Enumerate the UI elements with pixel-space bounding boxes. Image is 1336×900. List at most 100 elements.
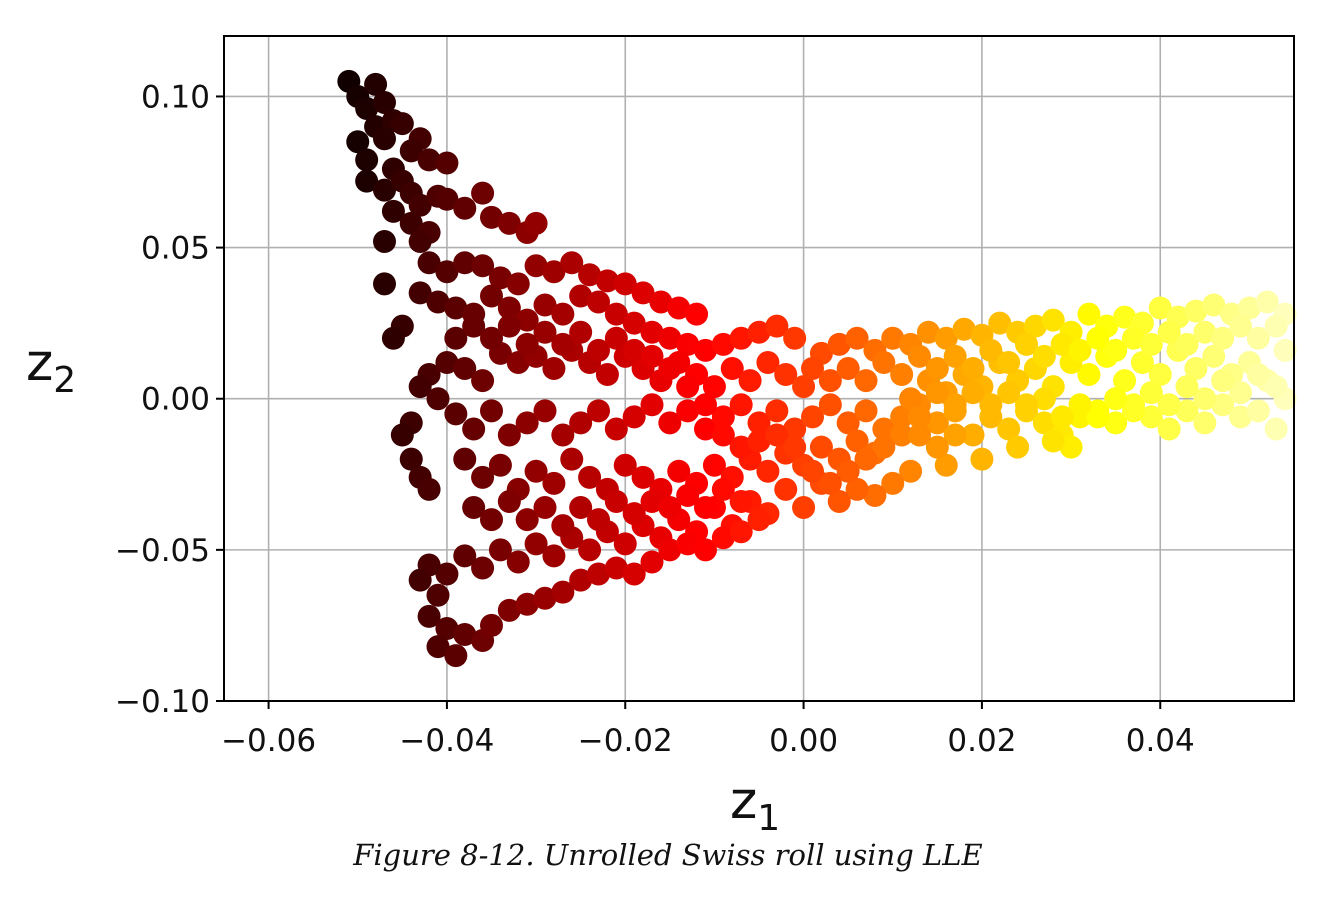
data-point [533,586,557,610]
data-point [613,272,637,296]
data-point [1229,314,1252,338]
data-point [702,453,726,477]
data-point [818,393,842,417]
data-point [435,616,459,640]
data-point [943,423,967,447]
data-point [587,399,610,423]
data-point [1229,405,1252,429]
data-point [1175,399,1199,423]
data-point [818,369,842,393]
data-point [426,387,450,411]
data-point [676,332,700,356]
data-point [836,357,860,380]
data-point [818,471,842,495]
data-point [809,435,833,459]
data-point [1113,369,1137,393]
data-point [676,532,700,556]
data-point [988,311,1012,335]
data-point [1041,308,1065,332]
data-point [497,296,521,320]
data-point [604,556,628,580]
data-point [667,459,691,483]
data-point [453,623,477,646]
data-point [560,447,584,471]
data-point [471,254,495,278]
data-point [595,269,619,293]
data-point [1041,429,1065,453]
data-point [587,338,610,362]
data-point [488,453,512,477]
data-point [961,423,985,447]
data-point [1086,405,1110,429]
data-point [408,568,432,592]
data-point [676,483,700,507]
data-point [1032,411,1056,435]
data-point [658,326,682,350]
data-point [551,580,575,604]
data-point [444,296,468,320]
data-point [1015,393,1038,417]
data-point [667,296,691,320]
data-point [997,350,1021,374]
data-point [961,357,985,380]
data-point [694,417,717,441]
data-point [890,363,914,387]
data-point [1193,320,1217,344]
data-point [631,465,655,489]
x-tick-label: 0.04 [1126,723,1195,759]
data-point [1157,417,1181,441]
data-point [970,447,994,471]
y-tick-label: 0.05 [141,231,210,267]
data-point [480,613,503,637]
data-point [961,381,985,405]
data-point [1086,326,1110,350]
y-axis-label: z2 [26,333,76,401]
data-point [881,326,905,350]
data-point [925,381,949,405]
data-point [1246,326,1270,350]
data-point [863,483,887,507]
figure-caption: Figure 8-12. Unrolled Swiss roll using L… [353,838,983,872]
data-point [1157,393,1181,417]
data-point [578,263,602,287]
data-point [1050,405,1074,429]
data-point [729,435,753,459]
data-point [578,538,602,562]
data-point [738,369,762,393]
data-point [640,550,664,574]
data-point [569,411,593,435]
data-point [480,326,503,350]
data-point [1104,411,1128,435]
y-tick-label: −0.05 [115,533,210,569]
data-point [506,350,530,374]
data-point [1211,369,1235,393]
data-point [1193,387,1217,411]
data-point [587,508,610,532]
data-point [1015,332,1038,356]
data-point [560,251,584,275]
x-tick-label: −0.04 [399,723,494,759]
data-point [408,230,432,254]
y-tick-label: 0.00 [141,382,210,418]
data-point [551,332,575,356]
x-tick-labels: −0.06 −0.04 −0.02 0.00 0.02 0.04 [221,723,1195,759]
data-point [497,598,521,622]
data-point [1077,302,1101,326]
data-point [524,254,548,278]
data-point [444,326,468,350]
data-point [551,514,575,538]
data-point [845,326,869,350]
data-point [979,393,1003,417]
data-point [542,260,566,284]
data-point [426,635,450,659]
data-point [854,369,878,393]
data-point [569,496,593,520]
plot-frame [223,35,1295,702]
y-tick-labels: −0.10 −0.05 0.00 0.05 0.10 [115,79,210,720]
data-point [1255,290,1279,314]
data-point [1184,299,1208,323]
data-point [827,490,851,513]
data-point [622,311,646,335]
data-point [872,417,896,441]
data-point [417,477,441,501]
